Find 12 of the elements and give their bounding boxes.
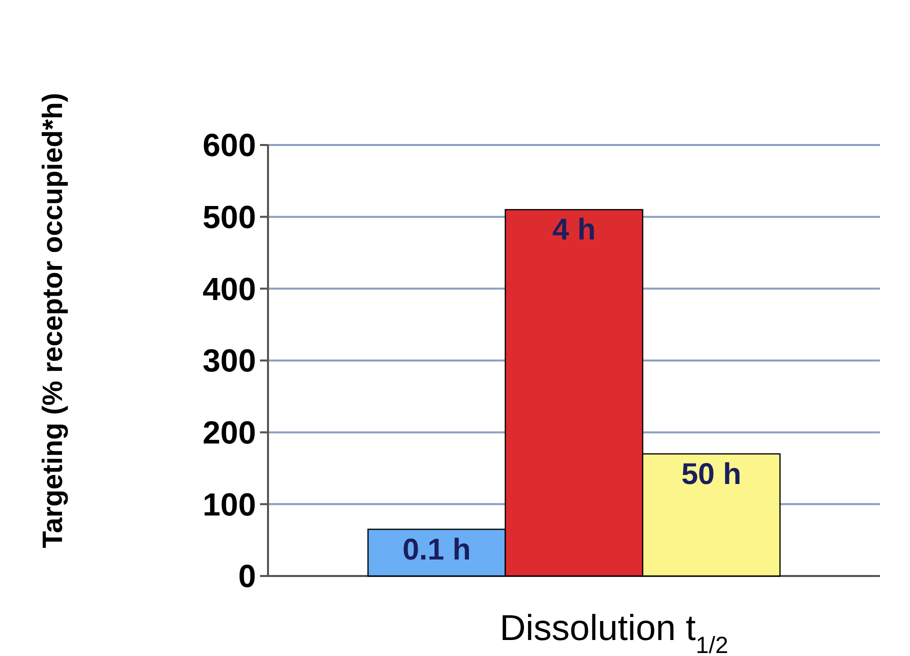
y-tick-label: 500 bbox=[202, 199, 256, 236]
y-tick-label: 300 bbox=[202, 342, 256, 379]
y-tick-label: 200 bbox=[202, 414, 256, 451]
y-tick-label: 400 bbox=[202, 270, 256, 307]
y-tick-label: 0 bbox=[238, 558, 256, 594]
x-tick-label: 0.1 h bbox=[402, 533, 471, 566]
y-tick-label: 100 bbox=[202, 486, 256, 522]
x-axis-title: Dissolution t$_{1/2}$ bbox=[500, 607, 728, 656]
x-tick-label: 50 h bbox=[681, 458, 742, 491]
y-axis-title: Targeting (% receptor occupied*h) bbox=[37, 92, 68, 548]
y-tick-label: 600 bbox=[202, 127, 256, 164]
x-tick-label: 4 h bbox=[552, 214, 596, 247]
